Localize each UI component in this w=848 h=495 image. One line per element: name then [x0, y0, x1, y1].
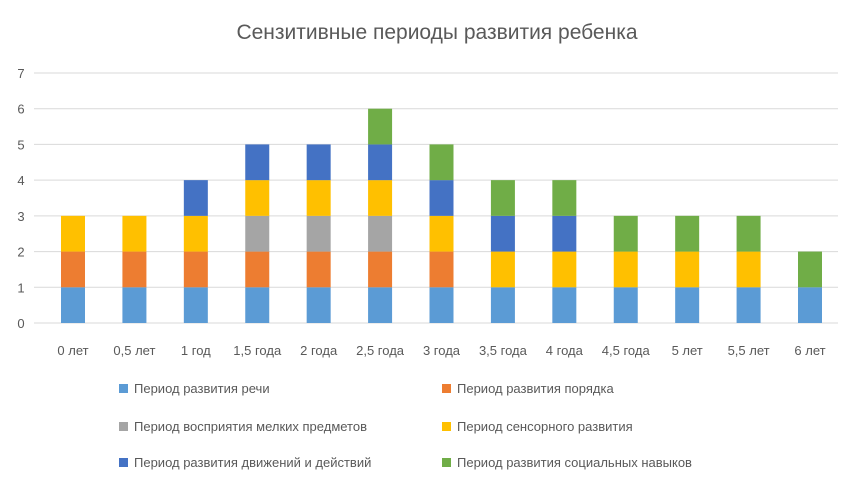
x-tick-label: 1 год	[181, 343, 211, 358]
bar-segment	[736, 287, 761, 323]
bar-segment	[306, 180, 331, 216]
bar-segment	[675, 215, 700, 252]
bar-segment	[429, 287, 454, 323]
bar-segment	[552, 180, 577, 216]
y-tick-label: 1	[17, 280, 24, 295]
bar-segment	[613, 215, 638, 252]
legend-swatch	[442, 422, 451, 431]
bar-segment	[183, 215, 208, 252]
legend-item: Период восприятия мелких предметов	[119, 419, 367, 434]
bar-segment	[368, 251, 393, 288]
legend: Период развития речи Период развития поря…	[119, 381, 692, 470]
bar-segment	[736, 251, 761, 288]
bar-segment	[368, 108, 393, 145]
bar-segment	[613, 251, 638, 288]
chart-title: Сензитивные периоды развития ребенка	[236, 21, 637, 44]
legend-label: Период развития порядка	[457, 381, 614, 396]
bar-segment	[245, 144, 270, 181]
bar-segment	[183, 287, 208, 323]
legend-label: Период развития социальных навыков	[457, 455, 692, 470]
bar-segment	[368, 287, 393, 323]
bar-segment	[798, 287, 822, 323]
bar-segment	[613, 287, 638, 323]
bar-segment	[490, 251, 515, 288]
bar-segment	[306, 215, 331, 252]
bar-segment	[675, 287, 700, 323]
legend-label: Период развития движений и действий	[134, 455, 371, 470]
x-tick-label: 2 года	[300, 343, 338, 358]
legend-item: Период развития движений и действий	[119, 455, 371, 470]
y-tick-label: 5	[17, 137, 24, 152]
x-tick-label: 3,5 года	[479, 343, 528, 358]
bar-segment	[61, 251, 85, 288]
x-tick-label: 5 лет	[672, 343, 703, 358]
y-tick-label: 0	[17, 316, 24, 331]
bar-segment	[552, 287, 577, 323]
bar-segment	[368, 180, 393, 216]
x-tick-label: 5,5 лет	[728, 343, 770, 358]
bar-segment	[552, 215, 577, 252]
legend-swatch	[119, 458, 128, 467]
bar-segment	[122, 251, 147, 288]
x-axis: 0 лет 0,5 лет 1 год 1,5 года 2 года 2,5 года 3…	[57, 343, 825, 358]
x-tick-label: 2,5 года	[356, 343, 405, 358]
legend-item: Период развития порядка	[442, 381, 614, 396]
bars	[61, 108, 822, 323]
bar-segment	[429, 215, 454, 252]
bar-segment	[429, 180, 454, 216]
bar-segment	[245, 215, 270, 252]
y-tick-label: 6	[17, 102, 24, 117]
bar-segment	[306, 144, 331, 181]
bar-segment	[245, 287, 270, 323]
x-tick-label: 6 лет	[794, 343, 825, 358]
legend-swatch	[119, 384, 128, 393]
x-tick-label: 3 года	[423, 343, 461, 358]
y-tick-label: 3	[17, 209, 24, 224]
bar-segment	[429, 251, 454, 288]
bar-segment	[245, 180, 270, 216]
bar-segment	[798, 251, 822, 288]
bar-segment	[245, 251, 270, 288]
bar-segment	[490, 215, 515, 252]
bar-segment	[61, 287, 85, 323]
bar-segment	[490, 180, 515, 216]
bar-segment	[552, 251, 577, 288]
bar-segment	[306, 287, 331, 323]
bar-segment	[675, 251, 700, 288]
legend-item: Период сенсорного развития	[442, 419, 633, 434]
bar-segment	[183, 180, 208, 216]
bar-segment	[429, 144, 454, 181]
legend-swatch	[119, 422, 128, 431]
legend-label: Период восприятия мелких предметов	[134, 419, 367, 434]
bar-segment	[122, 215, 147, 252]
bar-segment	[183, 251, 208, 288]
bar-segment	[368, 215, 393, 252]
bar-segment	[368, 144, 393, 181]
bar-segment	[490, 287, 515, 323]
x-tick-label: 4,5 года	[602, 343, 651, 358]
bar-segment	[306, 251, 331, 288]
x-tick-label: 1,5 года	[233, 343, 282, 358]
legend-swatch	[442, 384, 451, 393]
y-tick-label: 2	[17, 245, 24, 260]
bar-segment	[61, 215, 85, 252]
legend-item: Период развития социальных навыков	[442, 455, 692, 470]
x-tick-label: 0 лет	[57, 343, 88, 358]
y-tick-label: 4	[17, 173, 24, 188]
legend-label: Период развития речи	[134, 381, 270, 396]
bar-segment	[736, 215, 761, 252]
bar-segment	[122, 287, 147, 323]
y-tick-label: 7	[17, 66, 24, 81]
x-tick-label: 0,5 лет	[113, 343, 155, 358]
legend-item: Период развития речи	[119, 381, 270, 396]
y-axis: 0 1 2 3 4 5 6 7	[17, 66, 24, 331]
legend-swatch	[442, 458, 451, 467]
x-tick-label: 4 года	[546, 343, 584, 358]
legend-label: Период сенсорного развития	[457, 419, 633, 434]
